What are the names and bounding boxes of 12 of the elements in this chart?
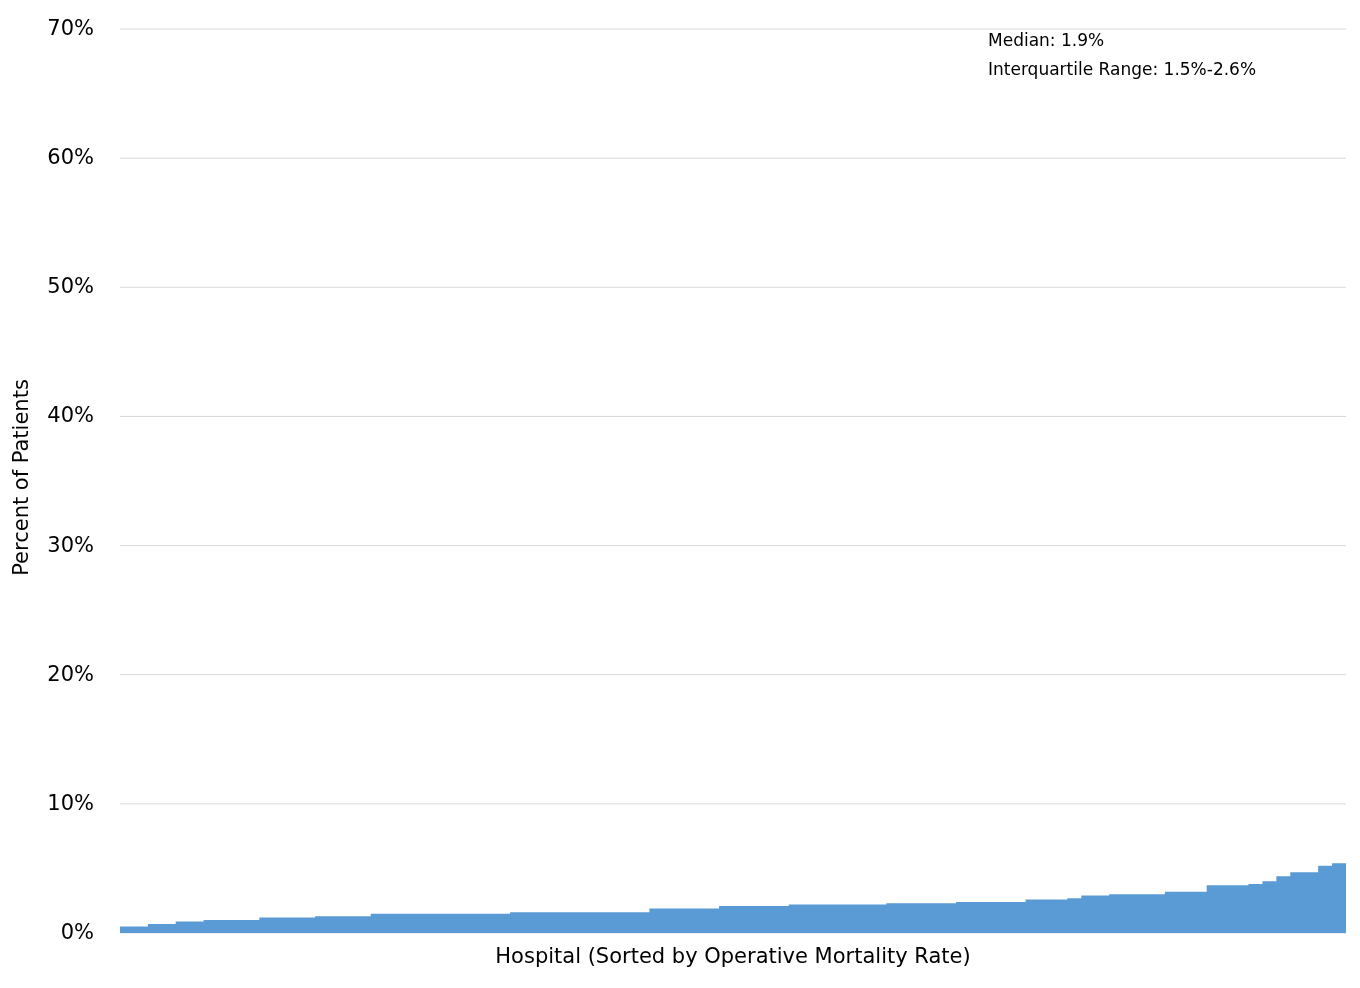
y-tick-label: 70% [47, 16, 94, 40]
annotation: Median: 1.9% [988, 30, 1105, 50]
y-tick-label: 40% [47, 403, 94, 428]
x-axis-title: Hospital (Sorted by Operative Mortality Rate) [495, 944, 971, 968]
annotation: Interquartile Range: 1.5%-2.6% [988, 59, 1257, 79]
y-tick-label: 0% [60, 920, 94, 944]
y-axis-title: Percent of Patients [9, 379, 33, 576]
y-tick-label: 10% [47, 790, 94, 815]
y-tick-label: 50% [47, 274, 94, 299]
y-tick-label: 60% [47, 145, 94, 170]
y-tick-label: 30% [47, 532, 94, 557]
y-tick-label: 20% [47, 661, 94, 686]
